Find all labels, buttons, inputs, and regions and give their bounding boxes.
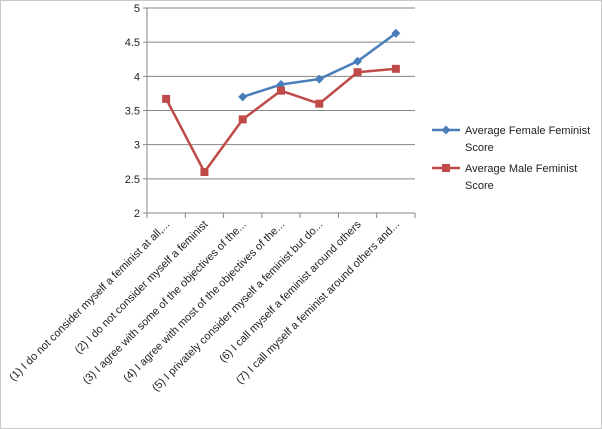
data-point-square bbox=[277, 86, 285, 95]
gridlines bbox=[147, 7, 415, 214]
series-2 bbox=[162, 64, 400, 176]
data-point-square bbox=[391, 64, 400, 73]
data-point-diamond bbox=[238, 92, 248, 102]
series-1 bbox=[238, 28, 401, 102]
series-layer bbox=[162, 28, 401, 176]
axes bbox=[143, 7, 416, 218]
legend-label: Average Female Feminist bbox=[465, 125, 590, 137]
legend-label: Average Male Feminist bbox=[465, 163, 577, 175]
data-point-diamond bbox=[353, 56, 363, 66]
y-tick-label: 5 bbox=[134, 3, 140, 15]
legend-label: Score bbox=[465, 142, 494, 154]
data-point-square bbox=[315, 99, 324, 108]
data-point-diamond bbox=[314, 74, 324, 84]
legend-entry: Average Female Feminist Score bbox=[432, 125, 590, 154]
legend-entry: Average Male Feminist Score bbox=[432, 163, 577, 192]
data-point-diamond bbox=[391, 28, 401, 38]
y-tick-label: 4 bbox=[134, 71, 140, 83]
legend-label: Score bbox=[465, 180, 494, 192]
data-point-square bbox=[238, 115, 247, 124]
x-category-label: (6) I call myself a feminist around othe… bbox=[217, 218, 364, 365]
data-point-square bbox=[162, 94, 171, 103]
y-tick-label: 2.5 bbox=[125, 174, 140, 186]
legend-marker-diamond bbox=[441, 125, 451, 135]
legend-marker-square bbox=[442, 164, 450, 172]
y-tick-label: 3.5 bbox=[125, 106, 140, 118]
y-tick-label: 4.5 bbox=[125, 37, 140, 49]
data-point-square bbox=[200, 168, 209, 176]
y-tick-label: 3 bbox=[134, 140, 140, 152]
series-line bbox=[242, 32, 397, 99]
data-point-square bbox=[353, 68, 362, 77]
y-tick-label: 2 bbox=[134, 208, 140, 220]
tick-labels: 22.533.544.55(1) I do not consider mysel… bbox=[7, 3, 402, 394]
x-category-label: (2) I do not consider myself a feminist bbox=[73, 219, 211, 357]
